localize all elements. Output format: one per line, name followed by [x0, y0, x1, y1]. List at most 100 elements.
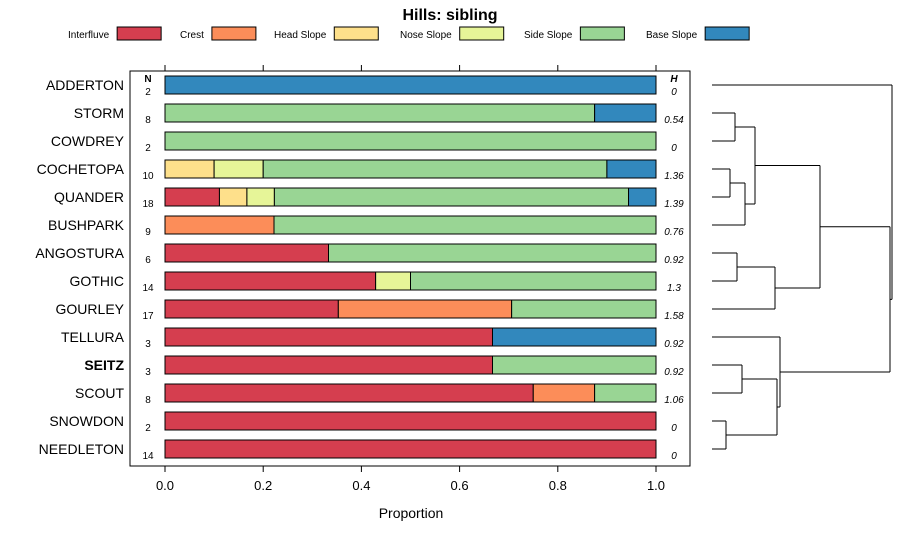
h-label: 1.58 [664, 311, 684, 322]
row-label: SEITZ [84, 357, 124, 373]
h-label: 1.39 [664, 199, 684, 210]
h-label: 0 [671, 451, 677, 462]
bar-segment [410, 271, 657, 291]
bar-segment [164, 299, 339, 319]
bar-segment [164, 243, 330, 263]
bar-segment [511, 299, 657, 319]
row-label: SCOUT [75, 385, 124, 401]
bar-segment [213, 159, 264, 179]
n-label: 8 [145, 395, 151, 406]
bar-segment [491, 355, 657, 375]
x-axis: 0.0 0.2 0.4 0.6 0.8 1.0 [156, 65, 665, 493]
n-label: 3 [145, 367, 151, 378]
h-labels: 0 0.54 0 1.36 1.39 0.76 0.92 1.3 1.58 0.92 0.92 1.0… [664, 87, 684, 462]
h-label: 1.06 [664, 395, 684, 406]
n-label: 18 [142, 199, 154, 210]
legend-swatch [333, 26, 379, 41]
bar-segment [337, 299, 513, 319]
h-label: 0.92 [664, 255, 684, 266]
legend-swatch [211, 26, 257, 41]
bar-segment [164, 327, 493, 347]
h-label: 1.3 [667, 283, 681, 294]
bar-segment [164, 75, 657, 95]
row-label: GOTHIC [70, 273, 124, 289]
n-label: 2 [145, 87, 151, 98]
n-labels: 2 8 2 10 18 9 6 14 17 3 3 8 2 14 [142, 87, 154, 462]
x-tick-label: 0.8 [549, 478, 567, 493]
x-tick-label: 1.0 [647, 478, 665, 493]
row-label: QUANDER [54, 189, 124, 205]
h-label: 1.36 [664, 171, 684, 182]
h-label: 0.76 [664, 227, 684, 238]
bar-segment [375, 271, 412, 291]
row-label: COCHETOPA [37, 161, 125, 177]
bar-segment [164, 439, 657, 459]
h-label: 0 [671, 423, 677, 434]
legend-label: Interfluve [68, 30, 110, 41]
row-labels: ADDERTON STORM COWDREY COCHETOPA QUANDER BUSH… [35, 77, 124, 457]
bar-segment [491, 327, 657, 347]
bar-segment [164, 131, 657, 151]
legend-label: Side Slope [524, 30, 573, 41]
x-tick-label: 0.6 [451, 478, 469, 493]
bar-segment [273, 187, 630, 207]
bar-segment [218, 187, 248, 207]
n-label: 6 [145, 255, 151, 266]
n-label: 2 [145, 143, 151, 154]
x-tick-label: 0.2 [254, 478, 272, 493]
bar-segment [262, 159, 608, 179]
row-label: BUSHPARK [48, 217, 125, 233]
bar-segment [164, 355, 493, 375]
legend-label: Head Slope [274, 30, 327, 41]
row-label: GOURLEY [56, 301, 125, 317]
bars [164, 75, 657, 459]
bar-segment [594, 103, 657, 123]
dendrogram [712, 84, 893, 450]
chart-title: Hills: sibling [402, 7, 497, 24]
bar-segment [273, 215, 657, 235]
legend-swatch [579, 26, 625, 41]
legend-label: Nose Slope [400, 30, 452, 41]
bar-segment [164, 271, 377, 291]
row-label: TELLURA [61, 329, 125, 345]
h-header: H [670, 74, 678, 85]
row-label: NEEDLETON [39, 441, 124, 457]
bar-segment [628, 187, 657, 207]
legend-label: Crest [180, 30, 204, 41]
legend: Interfluve Crest Head Slope Nose Slope Side … [68, 26, 750, 41]
n-label: 17 [142, 311, 154, 322]
h-label: 0.92 [664, 339, 684, 350]
n-header: N [144, 74, 151, 85]
x-tick-label: 0.0 [156, 478, 174, 493]
row-label: ANGOSTURA [35, 245, 124, 261]
bar-segment [164, 215, 275, 235]
n-label: 14 [142, 283, 154, 294]
x-axis-title: Proportion [379, 505, 444, 521]
bar-segment [594, 383, 657, 403]
row-label: STORM [74, 105, 124, 121]
row-label: SNOWDON [49, 413, 124, 429]
bar-segment [164, 411, 657, 431]
row-label: COWDREY [51, 133, 125, 149]
n-label: 2 [145, 423, 151, 434]
row-label: ADDERTON [46, 77, 124, 93]
h-label: 0 [671, 87, 677, 98]
legend-swatch [459, 26, 505, 41]
bar-segment [246, 187, 275, 207]
n-label: 14 [142, 451, 154, 462]
bar-segment [164, 103, 596, 123]
bar-segment [328, 243, 657, 263]
legend-label: Base Slope [646, 30, 698, 41]
x-tick-label: 0.4 [352, 478, 370, 493]
n-label: 9 [145, 227, 151, 238]
bar-segment [532, 383, 596, 403]
bar-segment [164, 187, 220, 207]
n-label: 8 [145, 115, 151, 126]
bar-segment [164, 383, 534, 403]
legend-swatch [116, 26, 162, 41]
plot-frame [129, 70, 691, 467]
bar-segment [606, 159, 657, 179]
plot-panel [129, 70, 691, 467]
bar-segment [164, 159, 215, 179]
